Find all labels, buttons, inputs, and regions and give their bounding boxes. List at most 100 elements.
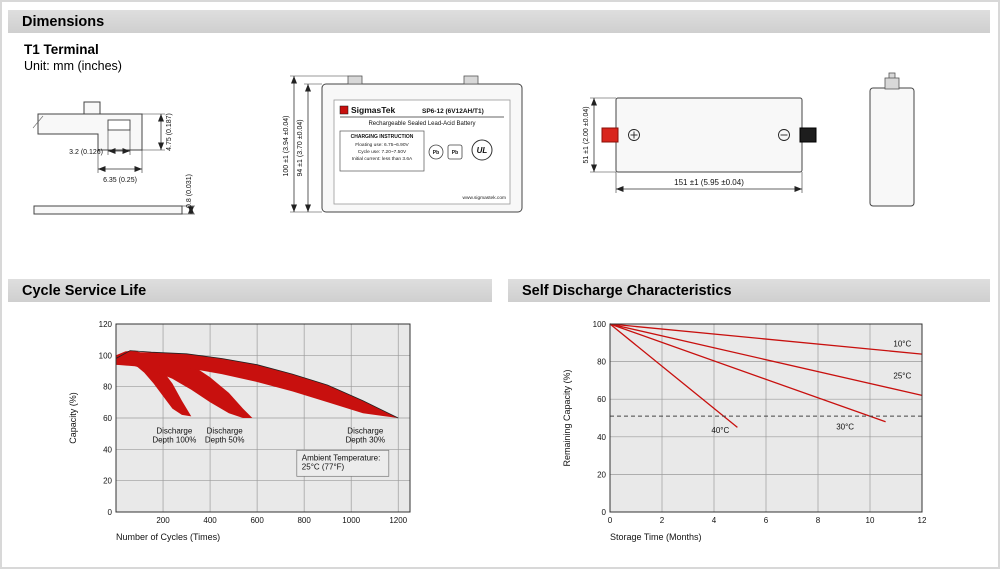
battery-end-view-drawing — [869, 72, 915, 207]
x-tick-label: 8 — [816, 516, 821, 525]
x-axis-title: Storage Time (Months) — [610, 532, 702, 542]
ul-mark-icon — [471, 139, 493, 161]
annotation-text: Ambient Temperature: — [302, 453, 381, 462]
dim-tab-height-label: 4.75 (0.187) — [166, 113, 173, 151]
dim-thickness-label: 0.8 (0.031) — [186, 174, 193, 208]
dim-hole-width-label: 3.2 (0.126) — [69, 149, 103, 156]
series-line — [609, 323, 923, 355]
x-tick-label: 10 — [866, 516, 875, 525]
y-tick-label: 40 — [103, 445, 112, 454]
x-tick-label: 0 — [608, 516, 613, 525]
charging-line2: Cycle use: 7.20~7.50V — [358, 149, 407, 155]
dim-length-label: 151 ±1 (5.95 ±0.04) — [674, 178, 744, 187]
x-tick-label: 4 — [712, 516, 717, 525]
annotation-text: 40°C — [711, 426, 729, 435]
battery-side-body — [615, 97, 803, 173]
y-tick-label: 100 — [593, 320, 607, 329]
series-band — [116, 352, 253, 418]
pb-icon — [428, 144, 444, 160]
dim-tab-width-label: 6.35 (0.25) — [103, 177, 137, 184]
plot-border — [115, 323, 411, 513]
brand-text: SigmasTek — [351, 105, 396, 115]
pb-recycle-icon-text: Pb — [452, 150, 458, 156]
plot-border — [609, 323, 923, 513]
x-tick-label: 800 — [297, 516, 311, 525]
y-tick-label: 40 — [597, 433, 606, 442]
terminal-body — [37, 113, 143, 151]
y-tick-label: 20 — [597, 470, 606, 479]
charging-title: CHARGING INSTRUCTION — [351, 134, 414, 140]
dimensions-title: Dimensions — [22, 13, 105, 30]
break-mark — [32, 115, 44, 129]
battery-end-body — [869, 87, 915, 207]
section-header-self-discharge: Self Discharge Characteristics — [508, 279, 990, 302]
x-tick-label: 2 — [660, 516, 665, 525]
front-terminal-left — [347, 75, 363, 85]
series-band — [116, 350, 192, 417]
minus-symbol-icon — [778, 129, 790, 141]
t1-terminal-heading: T1 Terminal — [24, 42, 99, 57]
dim-height-label: 51 ±1 (2.00 ±0.04) — [583, 106, 590, 163]
x-tick-label: 12 — [918, 516, 927, 525]
annotation-text: Depth 100% — [152, 436, 196, 445]
cycle-service-life-chart: 200 400 600 800 1000 1200 0 20 40 60 80 100 120 Disch… — [68, 320, 411, 542]
ul-mark-text: UL — [477, 146, 488, 155]
series-line — [609, 323, 923, 397]
x-tick-label: 600 — [250, 516, 264, 525]
annotation-text: 25°C (77°F) — [302, 462, 345, 471]
x-tick-label: 200 — [156, 516, 170, 525]
y-tick-label: 60 — [597, 395, 606, 404]
series-line — [115, 350, 399, 419]
plus-symbol-icon — [628, 129, 640, 141]
section-header-cycle-life: Cycle Service Life — [8, 279, 492, 302]
terminal-slot — [107, 119, 131, 131]
terminal-profile-drawing: 4.75 (0.187) 3.2 (0.126) 6.35 (0.25) 0.8… — [32, 101, 195, 215]
annotation-text: Discharge — [156, 427, 193, 436]
y-tick-label: 80 — [597, 358, 606, 367]
annotation-text: Depth 30% — [346, 436, 386, 445]
y-axis-title: Remaining Capacity (%) — [562, 369, 572, 466]
annotation-text: 25°C — [893, 372, 911, 381]
series-line — [609, 323, 886, 423]
website-text: www.sigmastek.com — [463, 195, 506, 201]
y-tick-label: 0 — [602, 508, 607, 517]
annotation-text: 30°C — [836, 422, 854, 431]
charging-line3: Initial current: less than 3.6A — [352, 156, 413, 162]
series-band — [116, 352, 399, 418]
battery-side-view-drawing: 51 ±1 (2.00 ±0.04) 151 ±1 (5.95 ±0.04) — [583, 97, 817, 193]
pb-icon-text: Pb — [433, 150, 439, 156]
series-line — [609, 323, 738, 428]
battery-type-text: Rechargeable Sealed Lead-Acid Battery — [368, 121, 475, 127]
self-discharge-title: Self Discharge Characteristics — [522, 282, 732, 299]
annotation-text: 10°C — [893, 340, 911, 349]
sigmastek-logo-icon — [339, 105, 349, 115]
self-discharge-chart: 0 2 4 6 8 10 12 0 20 40 60 80 100 10°C 25°C 30°C 40°C Sto… — [562, 320, 927, 542]
y-tick-label: 80 — [103, 383, 112, 392]
end-terminal — [884, 77, 900, 90]
terminal-strip — [33, 205, 183, 215]
y-tick-label: 120 — [99, 320, 113, 329]
dim-total-height-label: 100 ±1 (3.94 ±0.04) — [283, 115, 290, 176]
y-tick-label: 0 — [108, 508, 113, 517]
x-tick-label: 6 — [764, 516, 769, 525]
x-tick-label: 400 — [203, 516, 217, 525]
y-tick-label: 20 — [103, 477, 112, 486]
unit-note: Unit: mm (inches) — [24, 59, 122, 73]
dim-body-height-label: 94 ±1 (3.70 ±0.04) — [297, 119, 304, 176]
front-terminal-right — [463, 75, 479, 85]
y-tick-label: 100 — [99, 351, 113, 360]
negative-terminal — [799, 127, 817, 143]
annotation-box — [296, 449, 390, 477]
annotation-text: Depth 50% — [205, 436, 245, 445]
charging-line1: Floating use: 6.75~6.90V — [355, 142, 409, 148]
section-header-dimensions: Dimensions — [8, 10, 990, 33]
positive-terminal — [601, 127, 619, 143]
annotation-text: Discharge — [347, 427, 384, 436]
y-tick-label: 60 — [103, 414, 112, 423]
pb-recycle-icon — [447, 144, 463, 160]
charging-instruction-box — [339, 130, 425, 172]
model-text: SP6-12 (6V12AH/T1) — [422, 108, 484, 115]
x-axis-title: Number of Cycles (Times) — [116, 532, 220, 542]
x-tick-label: 1000 — [342, 516, 360, 525]
